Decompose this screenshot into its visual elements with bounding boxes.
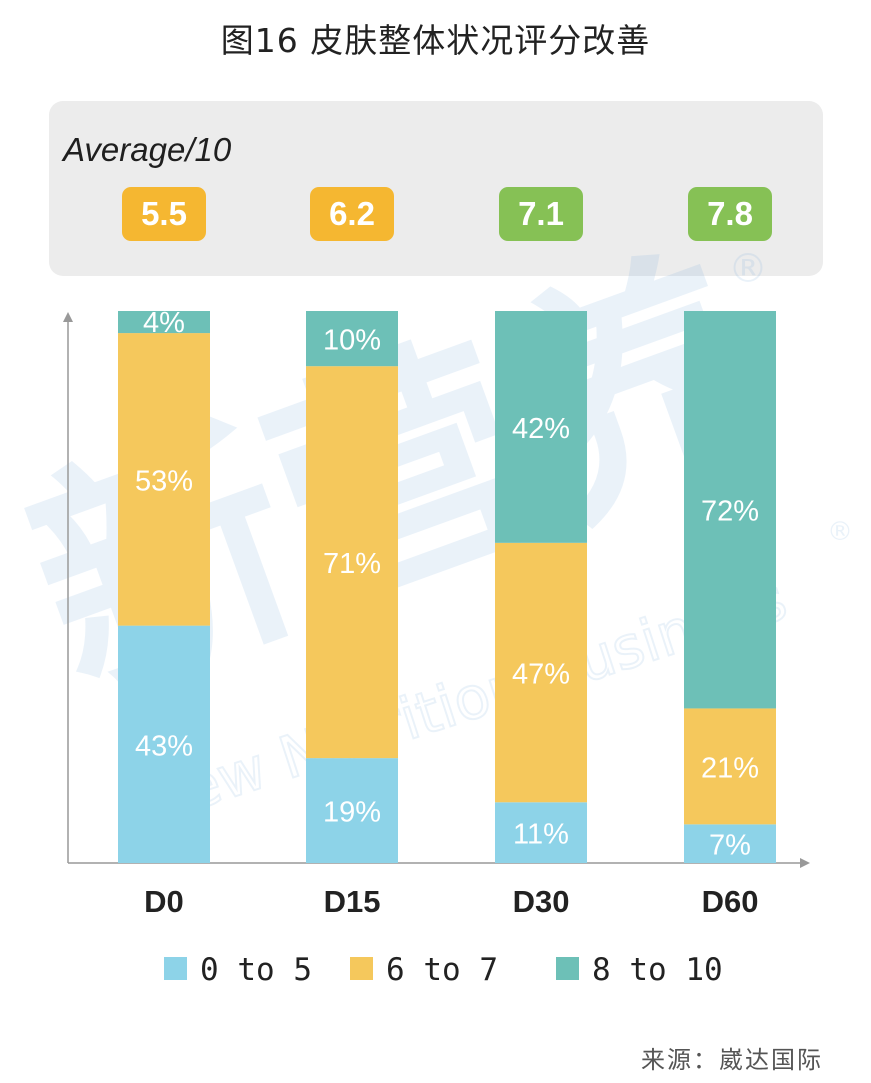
y-axis-arrow xyxy=(63,312,73,322)
bar-segment-d15-3 xyxy=(306,311,398,367)
bar-segment-d30-3 xyxy=(495,311,587,543)
data-label-d15-3: 10% xyxy=(323,325,381,357)
bar-segment-d15-2 xyxy=(306,366,398,759)
data-label-d60-1: 7% xyxy=(709,830,751,862)
legend-label-2: 6 to 7 xyxy=(386,952,498,988)
average-badge-d15: 6.2 xyxy=(310,187,394,241)
data-label-d0-3: 4% xyxy=(143,307,185,339)
data-label-d15-1: 19% xyxy=(323,797,381,829)
average-badge-d30: 7.1 xyxy=(499,187,583,241)
data-label-d30-1: 11% xyxy=(513,819,569,851)
category-label-d15: D15 xyxy=(324,884,381,919)
category-label-d30: D30 xyxy=(513,884,570,919)
bar-segment-d0-3 xyxy=(118,311,210,334)
average-panel: Average/10 5.5 6.2 7.1 7.8 xyxy=(49,101,823,276)
legend-swatch-3 xyxy=(556,957,579,980)
bar-segment-d0-2 xyxy=(118,333,210,626)
legend-swatch-1 xyxy=(164,957,187,980)
bar-segment-d60-2 xyxy=(684,708,776,825)
data-label-d60-3: 72% xyxy=(701,496,759,528)
source-note: 来源：崴达国际 xyxy=(641,1046,823,1074)
bar-segment-d0-1 xyxy=(118,625,210,863)
bar-segment-d60-3 xyxy=(684,311,776,709)
bar-segment-d30-2 xyxy=(495,542,587,803)
average-label: Average/10 xyxy=(63,131,232,168)
x-axis-arrow xyxy=(800,858,810,868)
average-badge-d0: 5.5 xyxy=(122,187,206,241)
data-label-d30-2: 47% xyxy=(512,659,570,691)
average-badge-d60: 7.8 xyxy=(688,187,772,241)
legend-label-1: 0 to 5 xyxy=(200,952,312,988)
data-label-d30-3: 42% xyxy=(512,413,570,445)
data-label-d0-2: 53% xyxy=(135,465,193,497)
watermark-registered-mark: ® xyxy=(728,246,768,292)
data-label-d0-1: 43% xyxy=(135,730,193,762)
legend-label-3: 8 to 10 xyxy=(592,952,723,988)
data-label-d60-2: 21% xyxy=(701,752,759,784)
bar-segment-d30-1 xyxy=(495,802,587,863)
category-label-d60: D60 xyxy=(702,884,759,919)
watermark-registered-mark-small: ® xyxy=(827,517,853,547)
category-label-d0: D0 xyxy=(144,884,184,919)
data-label-d15-2: 71% xyxy=(323,548,381,580)
bar-segment-d60-1 xyxy=(684,824,776,863)
legend-swatch-2 xyxy=(350,957,373,980)
chart-title: 图16 皮肤整体状况评分改善 xyxy=(220,21,651,60)
bar-segment-d15-1 xyxy=(306,758,398,863)
